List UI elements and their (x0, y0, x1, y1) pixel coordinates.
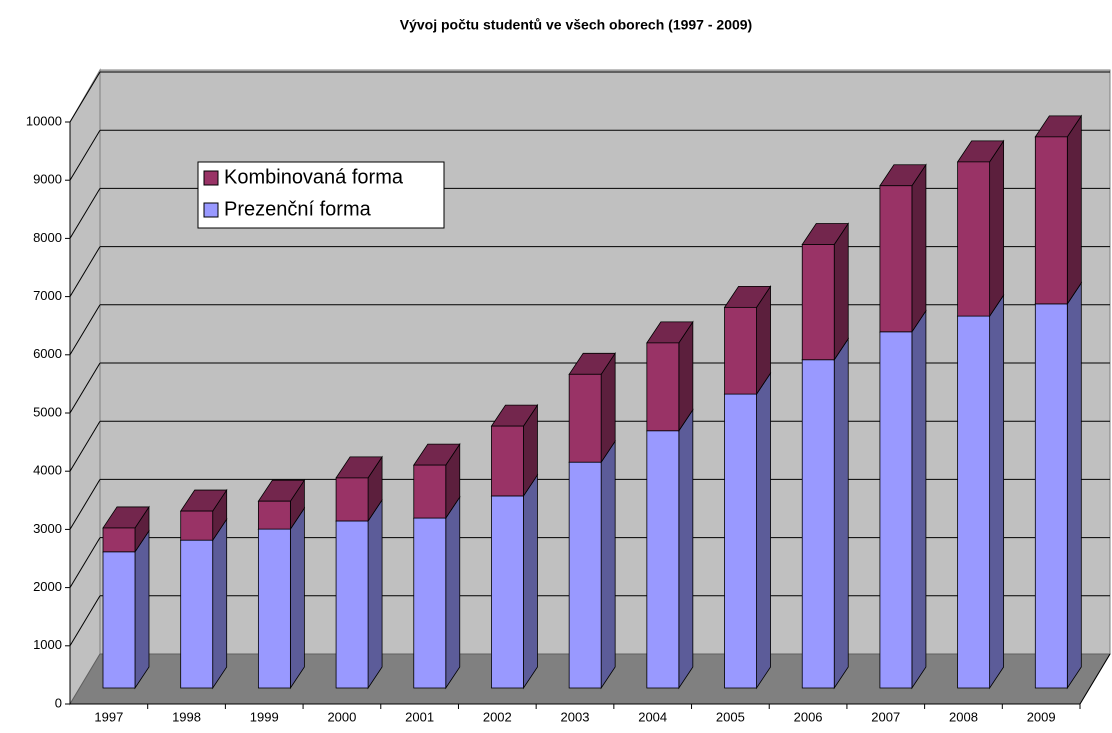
x-axis-depth (1079, 653, 1111, 705)
bar (957, 315, 991, 689)
x-tick-label: 2000 (327, 709, 356, 724)
y-tick-label: 5000 (33, 404, 62, 419)
bar-side (756, 371, 771, 690)
legend-box (197, 161, 445, 229)
bar-side (989, 293, 1005, 690)
y-tick-label: 9000 (33, 172, 62, 187)
x-tick-label: 2009 (1027, 709, 1056, 724)
grid-line (69, 420, 101, 472)
bar (1034, 136, 1068, 305)
grid-line (69, 188, 101, 239)
x-tick-label: 2007 (871, 709, 900, 724)
legend-swatch (203, 202, 219, 218)
side-wall (69, 68, 101, 706)
bar-side (1066, 281, 1082, 690)
x-tick-label: 1997 (94, 709, 123, 724)
grid-line (69, 479, 101, 530)
bar-side (678, 408, 694, 690)
x-tick-label: 2006 (794, 709, 823, 724)
y-tick-label: 0 (55, 695, 62, 710)
legend-label: Kombinovaná forma (224, 166, 404, 188)
y-tick-label: 4000 (33, 463, 62, 478)
x-tick-label: 2003 (561, 709, 590, 724)
grid-line (69, 537, 101, 588)
x-tick-label: 1999 (250, 709, 279, 724)
bar-side (989, 139, 1005, 318)
x-tick-label: 2008 (949, 709, 978, 724)
bar (646, 342, 680, 432)
bar (1034, 303, 1068, 689)
bar (879, 185, 913, 333)
bar (413, 464, 447, 519)
bar (491, 425, 524, 497)
grid-line (69, 304, 101, 356)
bar (646, 430, 680, 689)
grid-line (69, 129, 101, 181)
y-tick-label: 2000 (33, 579, 62, 594)
x-tick-label: 2005 (716, 709, 745, 724)
y-tick-label: 10000 (26, 113, 62, 128)
bar (879, 331, 913, 689)
bar-side (445, 495, 461, 690)
grid-line (69, 71, 101, 123)
bar (724, 306, 757, 395)
grid-line (69, 246, 101, 297)
bar-side (289, 506, 305, 690)
y-tick-label: 6000 (33, 346, 62, 361)
x-tick-label: 2001 (405, 709, 434, 724)
bar (491, 495, 524, 689)
bar (801, 359, 835, 689)
y-tick-label: 1000 (33, 637, 62, 652)
grid-line (69, 362, 101, 414)
legend-swatch (203, 170, 219, 186)
bar (568, 461, 602, 689)
bar (957, 161, 991, 317)
bar-side (911, 309, 927, 690)
bar (257, 528, 291, 689)
bar (335, 477, 369, 522)
bar-side (523, 473, 538, 690)
bar (568, 373, 602, 463)
bar (102, 551, 136, 689)
bar (257, 500, 291, 530)
bar-side (212, 517, 228, 690)
bar (413, 517, 447, 689)
bar-side (911, 163, 927, 334)
bar-side (134, 529, 150, 690)
bar (724, 393, 757, 689)
bar (801, 244, 835, 361)
legend-label: Prezenční forma (224, 198, 372, 220)
y-tick-label: 8000 (33, 230, 62, 245)
bar (180, 539, 214, 689)
bar (102, 527, 136, 553)
bar-side (1066, 114, 1082, 306)
bar-side (833, 337, 849, 690)
y-tick-label: 3000 (33, 521, 62, 536)
bar-side (600, 439, 616, 690)
grid-line (69, 595, 101, 647)
bar (180, 510, 214, 541)
bar-side (367, 498, 383, 690)
x-tick-label: 2004 (638, 709, 667, 724)
chart-title: Vývoj počtu studentů ve všech oborech (1… (400, 17, 752, 33)
bar (335, 520, 369, 689)
x-tick-label: 1998 (172, 709, 201, 724)
x-tick-label: 2002 (483, 709, 512, 724)
y-tick-label: 7000 (33, 288, 62, 303)
bar-side (833, 222, 849, 362)
